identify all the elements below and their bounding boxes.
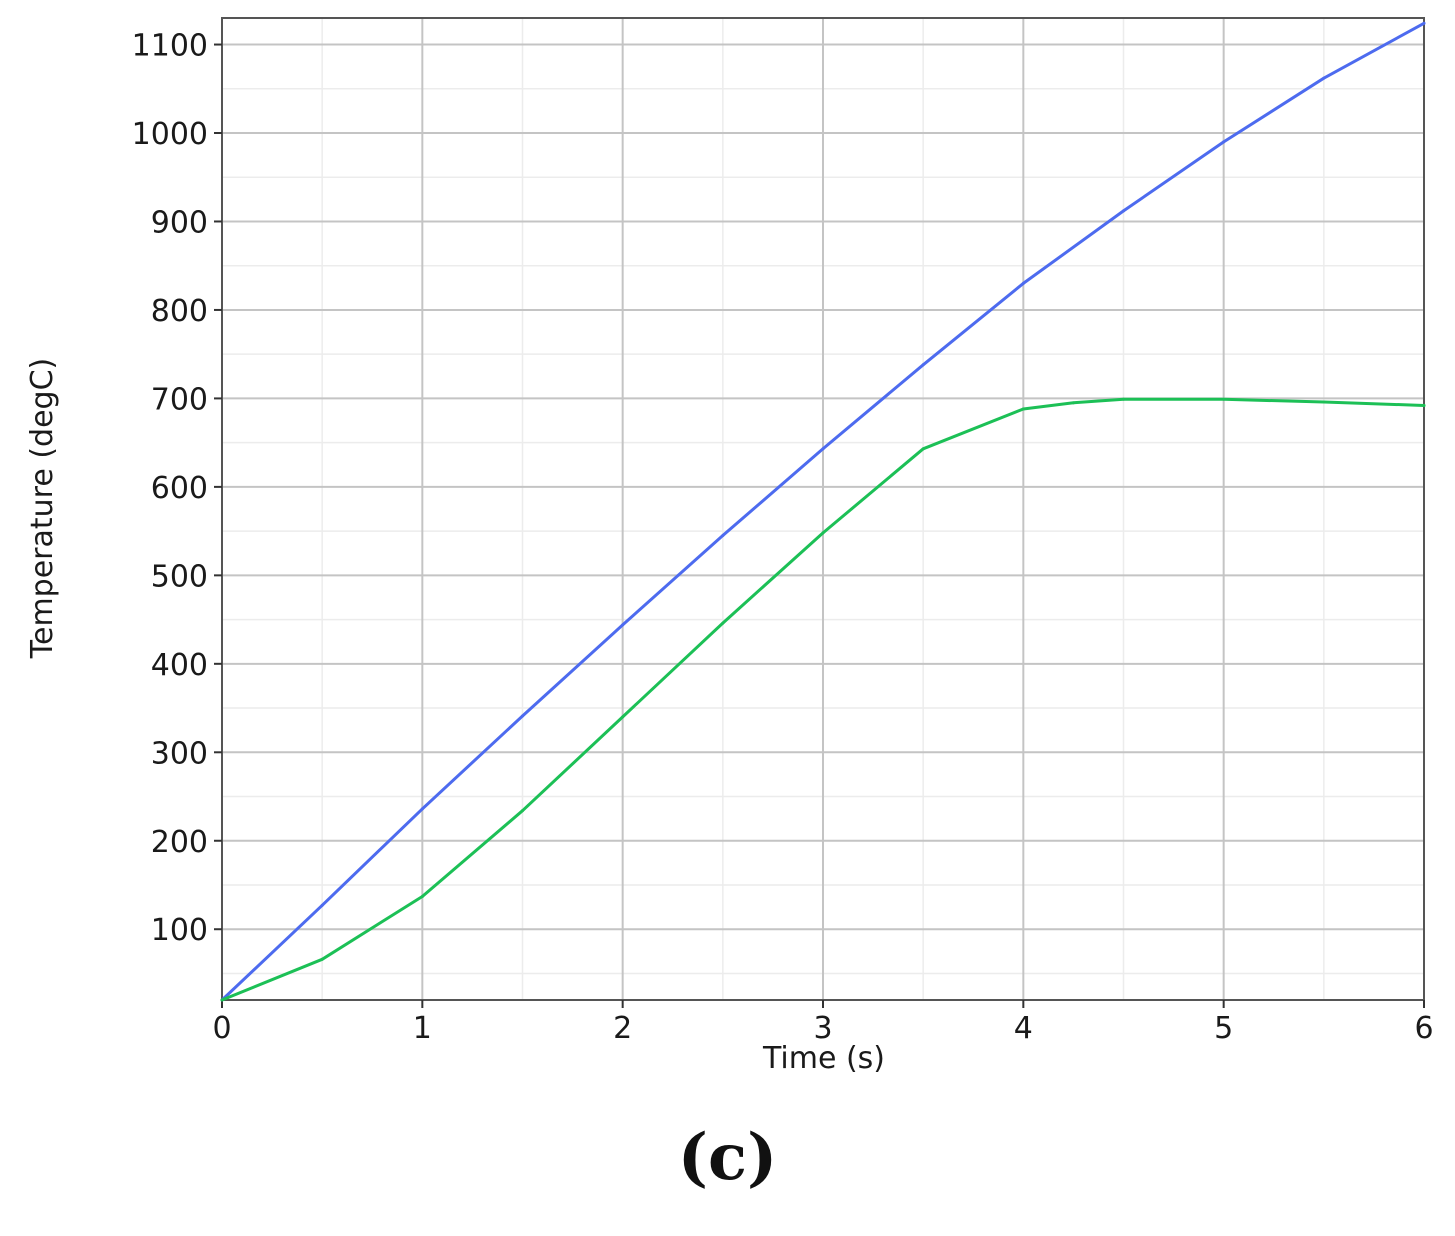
series-line-2 — [220, 397, 1426, 1002]
x-tick-label: 0 — [212, 1011, 231, 1046]
series-2-point — [1422, 403, 1426, 407]
grid-layer — [221, 18, 1425, 1000]
series-2-point — [1021, 407, 1025, 411]
series-1-point — [1422, 21, 1426, 25]
x-tick-label: 5 — [1214, 1011, 1233, 1046]
y-axis-label: Temperature (degC) — [25, 358, 60, 659]
panel-label: (c) — [677, 1120, 778, 1195]
series-1-point — [320, 903, 324, 907]
series-2-point — [1071, 401, 1075, 405]
x-axis-label: Time (s) — [762, 1041, 885, 1076]
series-1-point — [721, 534, 725, 538]
series-2-point — [921, 447, 925, 451]
y-tick-label: 800 — [151, 294, 208, 329]
series-1-point — [821, 447, 825, 451]
series-1-point — [621, 623, 625, 627]
series-1-point — [921, 363, 925, 367]
y-tick-label: 1000 — [132, 117, 208, 152]
series-1-point — [1322, 76, 1326, 80]
series-layer — [220, 21, 1426, 1002]
y-tick-label: 200 — [151, 825, 208, 860]
series-1-point — [1222, 140, 1226, 144]
x-tick-label: 1 — [413, 1011, 432, 1046]
y-tick-label: 600 — [151, 471, 208, 506]
series-2-point — [420, 894, 424, 898]
series-2-point — [1222, 397, 1226, 401]
series-1-point — [1021, 281, 1025, 285]
series-2-point — [721, 621, 725, 625]
series-1-point — [521, 714, 524, 718]
series-2-point — [320, 957, 324, 961]
y-tick-label: 700 — [151, 382, 208, 417]
y-tick-label: 1100 — [132, 29, 208, 64]
axes-layer: 0 1 2 3 4 5 6 100 200 300 400 500 600 700 800 900 1000 11… — [132, 17, 1434, 1046]
x-tick-label: 2 — [613, 1011, 632, 1046]
series-2-point — [220, 998, 224, 1002]
series-2-point — [1122, 397, 1125, 401]
label-layer: Time (s) Temperature (degC) — [25, 358, 885, 1076]
series-2-point — [1322, 400, 1326, 404]
series-1-point — [1122, 209, 1125, 213]
series-2-point — [521, 809, 524, 813]
series-2-point — [621, 715, 625, 719]
series-1-point — [420, 807, 424, 811]
y-tick-label: 400 — [151, 648, 208, 683]
x-tick-label: 3 — [813, 1011, 832, 1046]
x-tick-label: 4 — [1014, 1011, 1033, 1046]
y-tick-label: 500 — [151, 559, 208, 594]
x-tick-label: 6 — [1414, 1011, 1433, 1046]
series-2-point — [821, 531, 825, 535]
y-tick-label: 900 — [151, 205, 208, 240]
y-tick-label: 300 — [151, 736, 208, 771]
y-tick-label: 100 — [151, 913, 208, 948]
